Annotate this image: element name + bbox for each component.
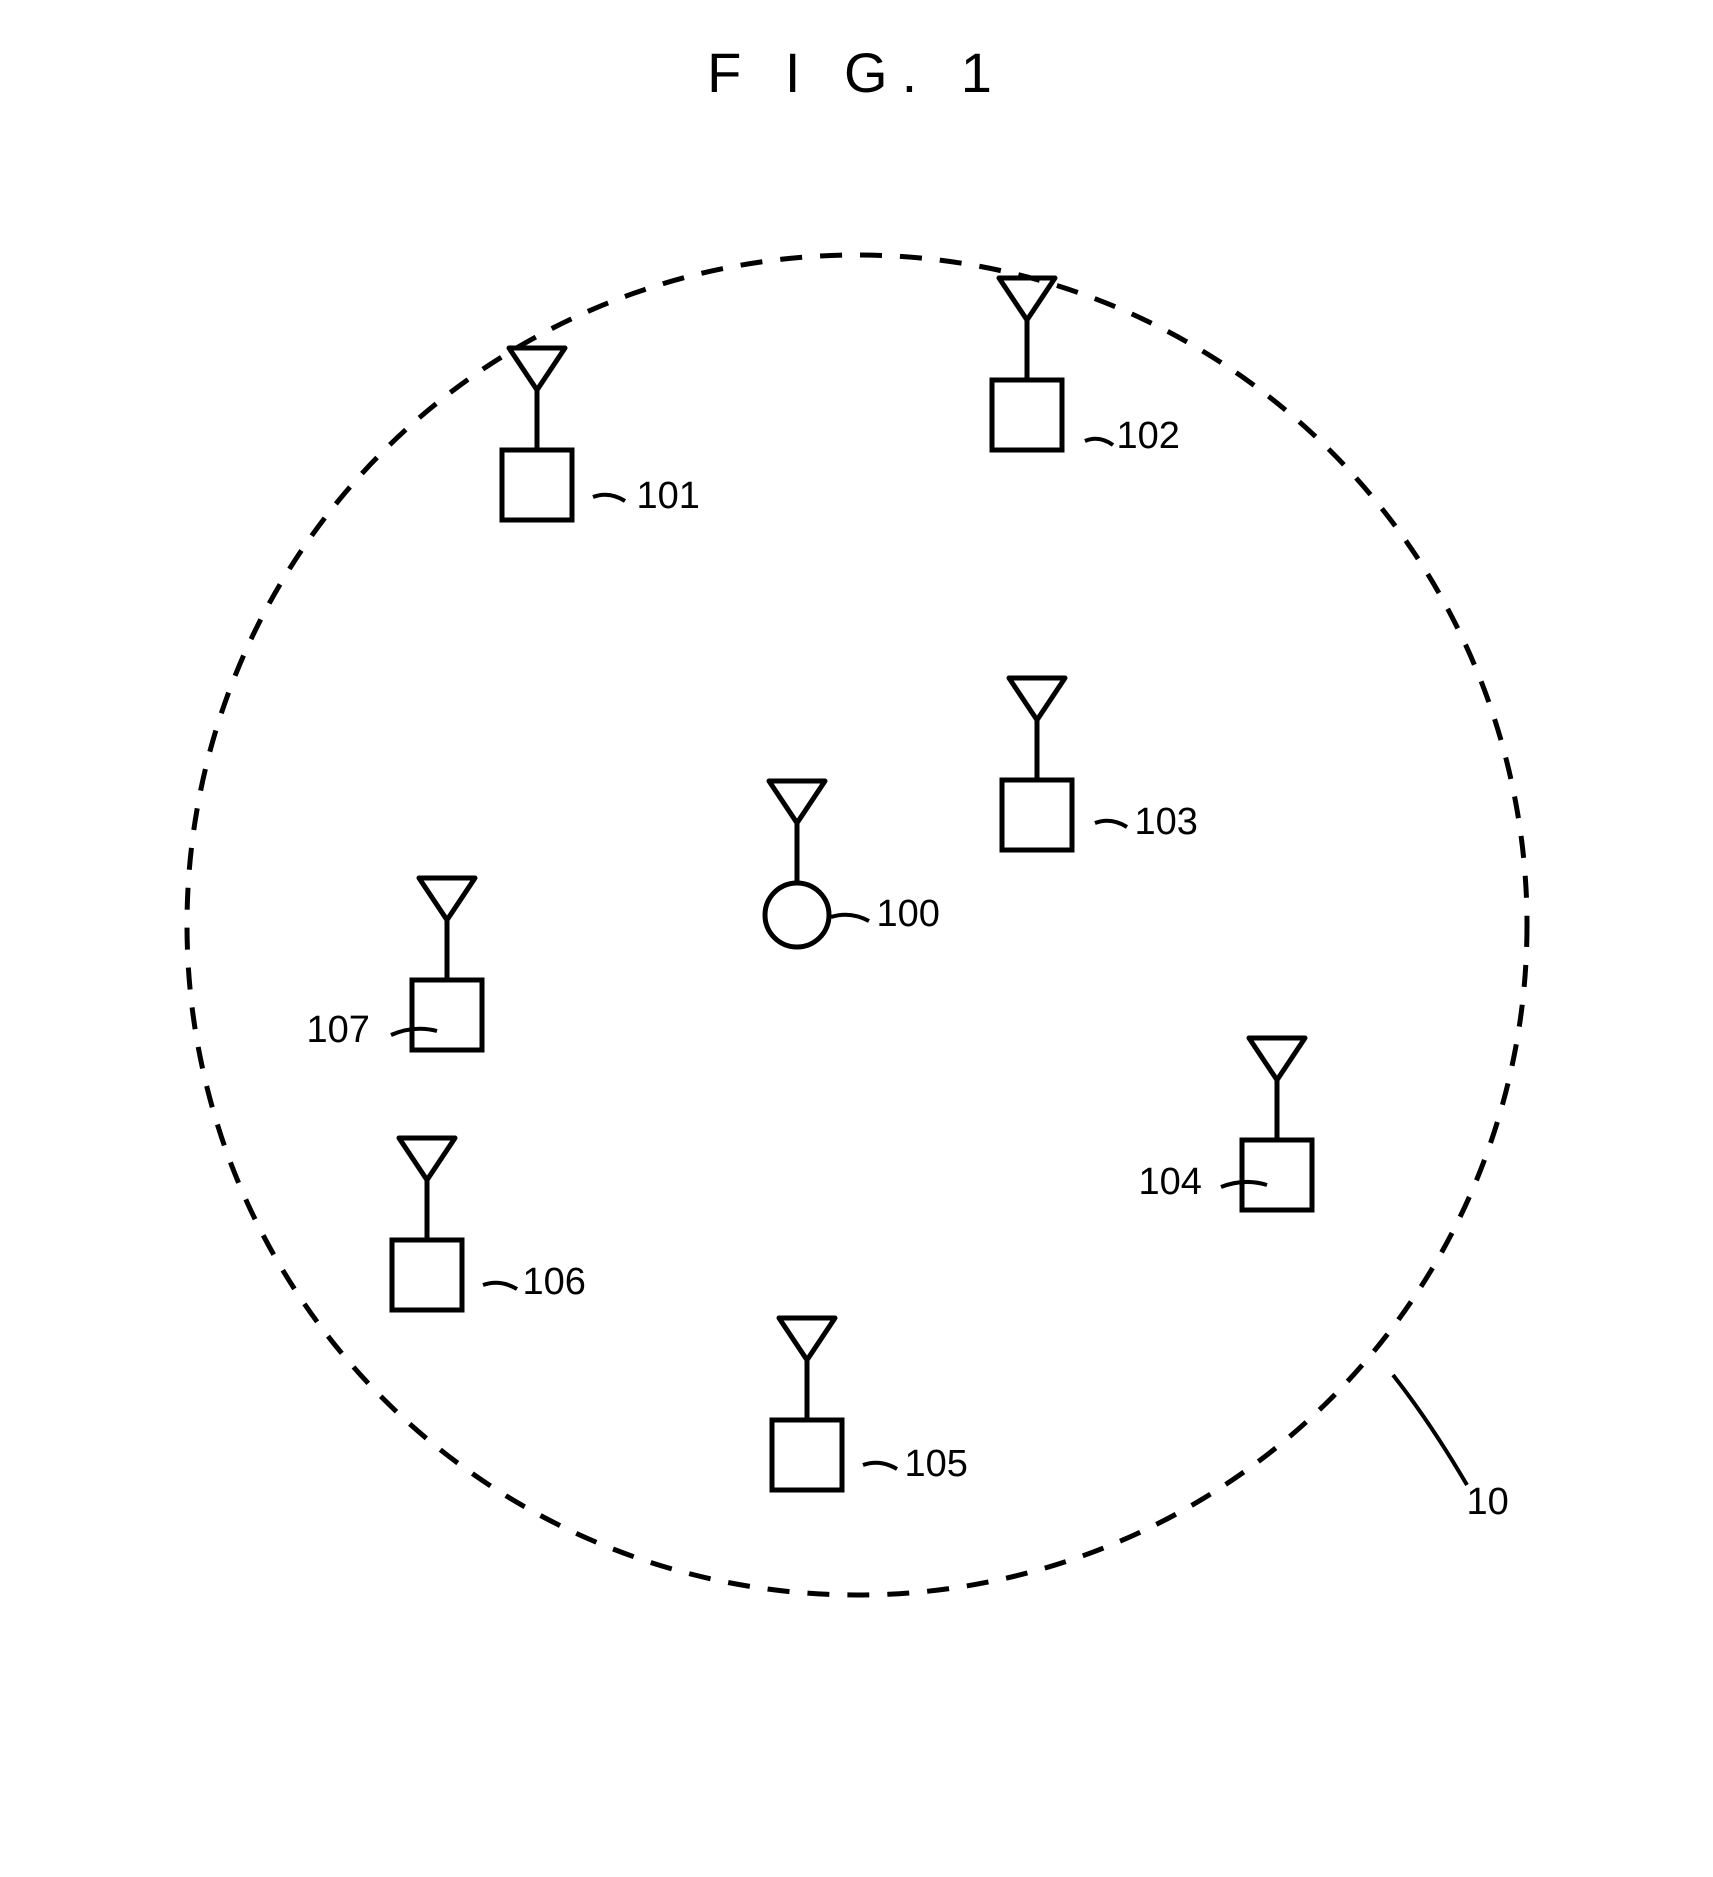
boundary-circle — [187, 255, 1527, 1595]
label-terminal-101: 101 — [637, 475, 700, 518]
label-connector-icon — [863, 1463, 897, 1469]
terminal-node-icon — [992, 380, 1062, 450]
label-connector-icon — [831, 915, 869, 921]
central-node-icon — [765, 883, 829, 947]
terminal-node-icon — [412, 980, 482, 1050]
label-central-node: 100 — [877, 893, 940, 936]
label-terminal-107: 107 — [307, 1009, 370, 1052]
diagram-svg — [157, 145, 1557, 1645]
terminal-node-icon — [1002, 780, 1072, 850]
label-connector-icon — [593, 495, 625, 501]
label-connector-icon — [483, 1283, 517, 1289]
figure-title: F I G. 1 — [707, 40, 1006, 105]
antenna-icon — [1249, 1038, 1305, 1080]
label-terminal-103: 103 — [1135, 801, 1198, 844]
label-connector-icon — [1085, 439, 1113, 445]
label-terminal-102: 102 — [1117, 415, 1180, 458]
diagram-canvas: 100 101 102 103 104 105 106 107 10 — [157, 145, 1557, 1645]
antenna-icon — [399, 1138, 455, 1180]
label-connector-icon — [1095, 821, 1127, 827]
terminal-node-icon — [392, 1240, 462, 1310]
terminal-node-icon — [772, 1420, 842, 1490]
antenna-icon — [769, 781, 825, 823]
label-connector-icon — [1393, 1375, 1467, 1485]
label-terminal-106: 106 — [523, 1261, 586, 1304]
terminal-node-icon — [1242, 1140, 1312, 1210]
label-terminal-104: 104 — [1139, 1161, 1202, 1204]
antenna-icon — [999, 278, 1055, 320]
antenna-icon — [509, 348, 565, 390]
antenna-icon — [779, 1318, 835, 1360]
label-terminal-10: 10 — [1467, 1481, 1509, 1524]
antenna-icon — [419, 878, 475, 920]
antenna-icon — [1009, 678, 1065, 720]
figure: F I G. 1 100 101 102 103 104 105 106 107 10 — [157, 40, 1557, 1645]
label-terminal-105: 105 — [905, 1443, 968, 1486]
terminal-node-icon — [502, 450, 572, 520]
